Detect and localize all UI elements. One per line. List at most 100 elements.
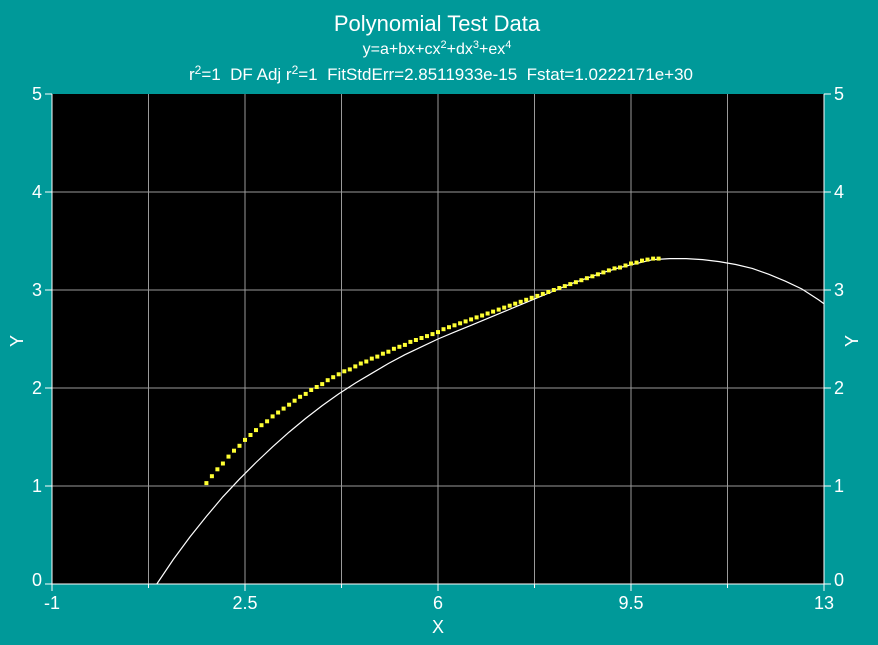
data-point: [651, 256, 656, 261]
y-tick-label-right: 5: [834, 84, 844, 104]
data-point: [606, 268, 611, 273]
data-point: [551, 288, 556, 292]
data-point: [629, 261, 633, 266]
data-point: [601, 270, 606, 275]
data-point: [469, 317, 474, 322]
y-tick-label: 1: [32, 476, 42, 496]
equation-part: +ex: [479, 41, 505, 58]
data-point: [419, 336, 424, 340]
data-point: [579, 278, 584, 283]
data-point: [463, 319, 468, 324]
data-point: [595, 272, 600, 277]
y-tick-label-right: 3: [834, 280, 844, 300]
data-point: [408, 339, 413, 344]
data-point: [529, 295, 534, 300]
data-points: [204, 256, 661, 486]
data-point: [546, 290, 551, 294]
x-tick-label: 2.5: [232, 593, 257, 613]
data-point: [640, 258, 644, 263]
fit-curve-layer: [156, 258, 825, 585]
data-point: [540, 291, 545, 296]
data-point: [320, 382, 325, 387]
data-point: [425, 334, 429, 339]
data-point: [491, 309, 496, 314]
x-axis-label: X: [432, 617, 444, 637]
data-point: [634, 260, 639, 265]
data-point: [342, 369, 347, 374]
data-point: [535, 293, 540, 298]
stats-part: =1 DF Adj r: [201, 65, 292, 84]
data-point: [276, 410, 281, 415]
stats-superscript: 2: [292, 63, 299, 77]
x-tick-label: 9.5: [618, 593, 643, 613]
data-point: [364, 359, 369, 364]
data-point: [391, 346, 396, 351]
equation-part: y=a+bx+cx: [363, 41, 441, 58]
data-point: [386, 349, 391, 354]
y-tick-label: 0: [32, 570, 42, 590]
data-point: [656, 256, 661, 261]
data-point: [226, 454, 231, 459]
data-point: [452, 323, 457, 328]
data-point: [287, 402, 292, 407]
data-point: [303, 391, 308, 396]
data-point: [573, 280, 578, 285]
data-point: [397, 344, 402, 349]
data-point: [557, 286, 562, 290]
data-point: [281, 406, 286, 411]
fit-curve: [156, 258, 825, 585]
data-point: [209, 474, 214, 479]
data-point: [524, 297, 529, 302]
stats-superscript: 2: [195, 63, 202, 77]
data-point: [507, 303, 512, 308]
data-point: [618, 265, 622, 270]
data-point: [314, 385, 319, 389]
stats-part: r: [189, 65, 195, 84]
data-point: [232, 448, 236, 453]
equation-subtitle: y=a+bx+cx2+dx3+ex4: [363, 39, 512, 58]
data-point: [496, 307, 501, 312]
data-point: [215, 467, 220, 472]
data-point: [254, 428, 258, 433]
y-axis-label: Y: [7, 335, 27, 347]
y-axis-label-right: Y: [842, 335, 862, 347]
data-point: [248, 433, 253, 437]
data-point: [568, 282, 573, 287]
y-tick-label: 2: [32, 378, 42, 398]
data-point: [331, 375, 336, 380]
data-point: [623, 263, 628, 268]
data-point: [243, 437, 247, 442]
data-point: [645, 257, 650, 262]
fit-statistics: r2=1 DF Adj r2=1 FitStdErr=2.8511933e-15…: [189, 63, 693, 84]
y-tick-label-right: 1: [834, 476, 844, 496]
axes: -1 2.5 6 9.5 130 01 12 23 34 45 5: [32, 84, 844, 613]
data-point: [562, 284, 567, 289]
data-point: [402, 342, 407, 347]
data-point: [413, 338, 418, 342]
data-point: [298, 394, 303, 399]
y-tick-label-right: 4: [834, 182, 844, 202]
data-point: [430, 332, 435, 337]
data-point: [220, 461, 225, 466]
data-point: [590, 274, 595, 279]
data-point: [292, 398, 297, 403]
data-point: [513, 301, 518, 306]
equation-superscript: 3: [473, 39, 479, 51]
x-tick-label: 6: [433, 593, 443, 613]
equation-part: +dx: [447, 41, 473, 58]
data-point: [265, 419, 270, 424]
data-point: [447, 325, 451, 330]
grid-lines: [52, 94, 824, 584]
data-point: [518, 299, 523, 304]
data-point: [375, 354, 380, 359]
data-point: [309, 388, 314, 392]
x-tick-label: 13: [814, 593, 834, 613]
equation-superscript: 2: [440, 39, 446, 51]
x-tick-label: -1: [44, 593, 60, 613]
data-point: [474, 315, 479, 320]
data-point: [480, 313, 485, 318]
y-tick-label: 4: [32, 182, 42, 202]
data-point: [612, 266, 617, 271]
data-point: [485, 311, 490, 316]
